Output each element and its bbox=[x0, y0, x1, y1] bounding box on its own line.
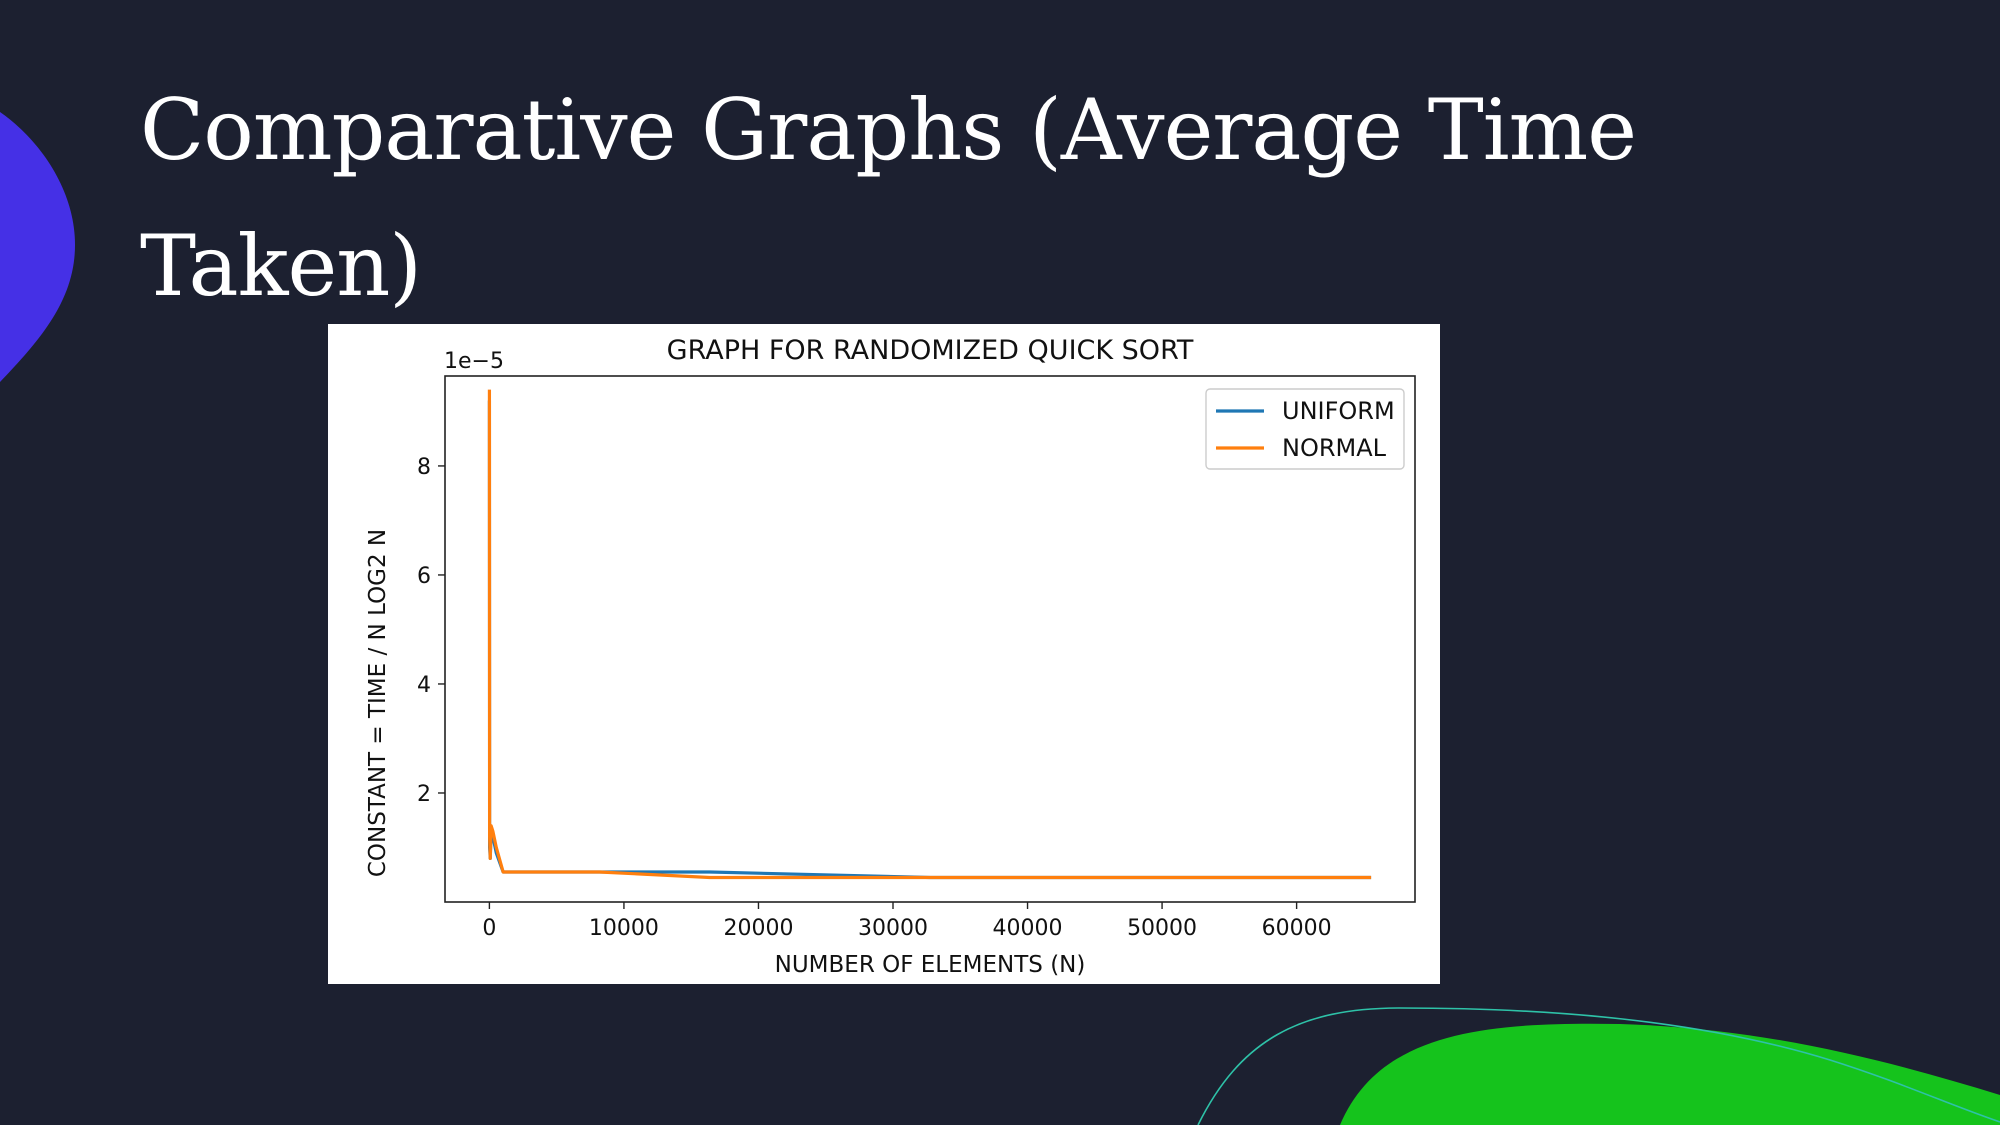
y-offset-text: 1e−5 bbox=[444, 349, 504, 374]
blue-blob-shape bbox=[0, 112, 75, 382]
legend-label-normal: NORMAL bbox=[1282, 434, 1387, 462]
y-tick-label: 4 bbox=[417, 673, 431, 698]
chart-panel: GRAPH FOR RANDOMIZED QUICK SORT 1e−5 CON… bbox=[328, 324, 1440, 984]
y-tick-label: 6 bbox=[417, 564, 431, 589]
x-tick-label: 10000 bbox=[589, 916, 659, 941]
legend: UNIFORM NORMAL bbox=[1205, 388, 1405, 470]
tick-layer: 0 10000 20000 30000 40000 50000 60000 2 4 6 8 bbox=[417, 455, 1332, 941]
legend-label-uniform: UNIFORM bbox=[1282, 397, 1395, 425]
series-layer bbox=[487, 389, 1372, 880]
y-tick-label: 2 bbox=[417, 782, 431, 807]
y-tick-label: 8 bbox=[417, 455, 431, 480]
x-tick-label: 0 bbox=[482, 916, 496, 941]
x-tick-label: 30000 bbox=[858, 916, 928, 941]
x-tick-label: 50000 bbox=[1127, 916, 1197, 941]
y-axis-label: CONSTANT = TIME / N LOG2 N bbox=[365, 529, 391, 877]
green-blob-shape bbox=[1340, 1023, 2000, 1125]
series-line-uniform bbox=[487, 400, 1372, 880]
x-tick-label: 40000 bbox=[993, 916, 1063, 941]
chart-title: GRAPH FOR RANDOMIZED QUICK SORT bbox=[667, 335, 1194, 366]
slide-title: Comparative Graphs (Average Time Taken) bbox=[140, 81, 1637, 315]
x-tick-label: 60000 bbox=[1262, 916, 1332, 941]
teal-curve-line bbox=[1197, 1007, 2000, 1125]
chart-figure: GRAPH FOR RANDOMIZED QUICK SORT 1e−5 CON… bbox=[365, 335, 1416, 978]
series-line-normal bbox=[487, 389, 1372, 880]
plot-frame bbox=[444, 375, 1416, 903]
x-axis-label: NUMBER OF ELEMENTS (N) bbox=[775, 952, 1086, 978]
x-tick-label: 20000 bbox=[723, 916, 793, 941]
